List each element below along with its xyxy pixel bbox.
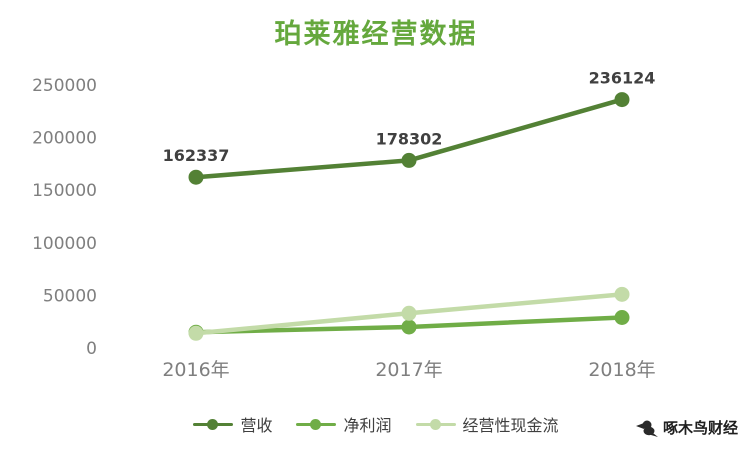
- watermark-text: 啄木鸟财经: [662, 419, 738, 437]
- series-point-营收: [401, 152, 417, 168]
- legend-dot-icon: [310, 418, 322, 430]
- legend-item: 净利润: [296, 412, 392, 436]
- x-axis-category-label: 2018年: [588, 359, 655, 381]
- legend-marker-icon: [296, 418, 337, 430]
- watermark: 啄木鸟财经: [635, 417, 738, 438]
- legend-marker-icon: [415, 418, 456, 430]
- series-point-经营性现金流: [401, 305, 417, 321]
- legend-dot-icon: [207, 418, 219, 430]
- woodpecker-logo-icon: [635, 420, 658, 437]
- chart-legend: 营收 净利润 经营性现金流: [0, 412, 752, 436]
- legend-label: 经营性现金流: [462, 416, 559, 435]
- data-label: 162337: [163, 146, 230, 165]
- y-axis-tick-label: 200000: [32, 129, 97, 149]
- legend-dot-icon: [429, 418, 441, 430]
- legend-label: 营收: [240, 416, 273, 435]
- legend-marker-icon: [193, 418, 234, 430]
- y-axis-tick-label: 150000: [32, 181, 97, 201]
- data-label: 236124: [589, 69, 656, 88]
- y-axis-tick-label: 250000: [32, 76, 97, 96]
- x-axis-category-label: 2017年: [375, 359, 442, 381]
- legend-item: 经营性现金流: [415, 412, 559, 436]
- line-chart-plot: 0 50000 100000 150000 200000 250000 2016年 2017年…: [32, 69, 656, 381]
- series-point-净利润: [614, 309, 630, 325]
- series-point-经营性现金流: [188, 325, 204, 341]
- series-point-经营性现金流: [614, 286, 630, 302]
- data-label: 178302: [376, 129, 443, 148]
- chart-title: 珀莱雅经营数据: [274, 19, 478, 50]
- series-point-净利润: [401, 319, 417, 335]
- legend-item: 营收: [193, 412, 272, 436]
- series-point-营收: [614, 92, 630, 108]
- series-point-营收: [188, 169, 204, 185]
- y-axis-tick-label: 50000: [43, 286, 97, 306]
- legend-label: 净利润: [343, 416, 392, 435]
- y-axis-tick-label: 0: [86, 339, 97, 359]
- y-axis-tick-label: 100000: [32, 234, 97, 254]
- x-axis-category-label: 2016年: [162, 359, 229, 381]
